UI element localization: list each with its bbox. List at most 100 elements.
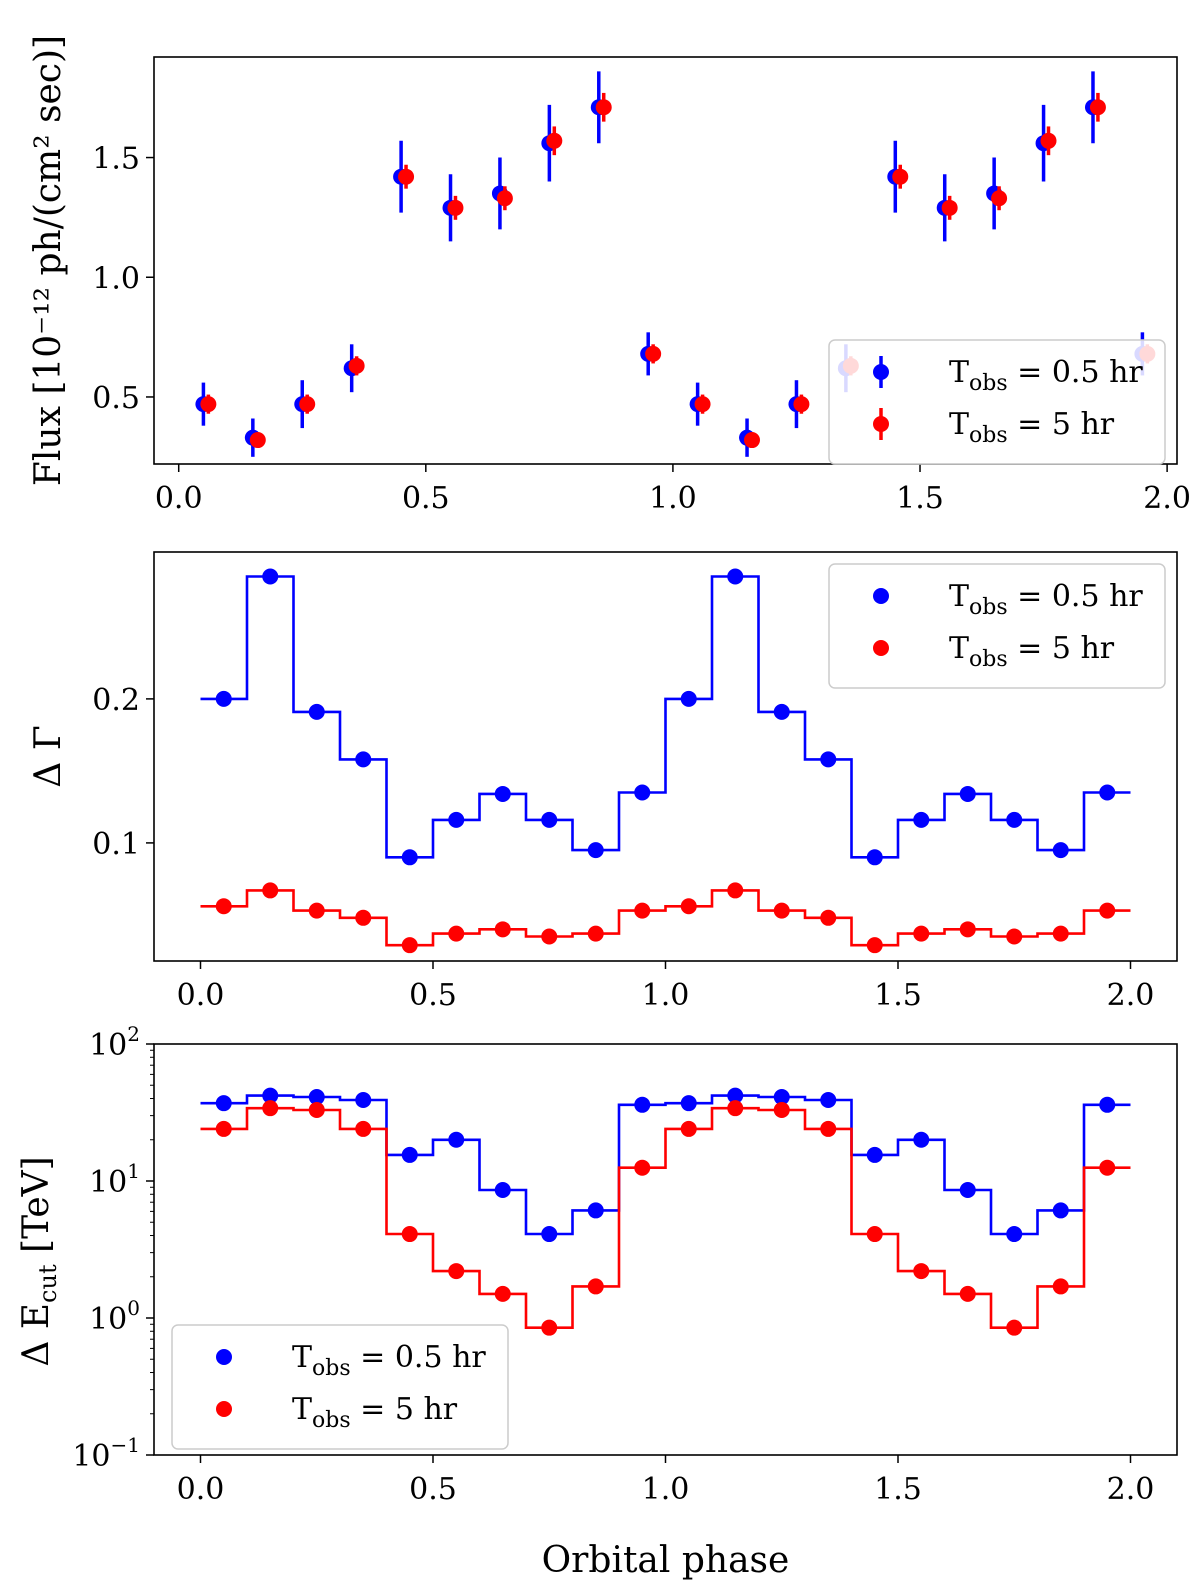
data-point: [1006, 811, 1023, 828]
legend-marker: [873, 640, 889, 656]
data-point: [866, 1226, 883, 1243]
data-point: [743, 432, 760, 449]
data-point: [308, 902, 325, 919]
data-point: [634, 1159, 651, 1176]
data-point: [355, 751, 372, 768]
legend-label: Tobs = 5 hr: [292, 1392, 458, 1433]
data-point: [401, 1226, 418, 1243]
data-point: [1006, 928, 1023, 945]
data-point: [959, 921, 976, 938]
data-point: [773, 1089, 790, 1106]
y-axis-label: Flux [10⁻¹² ph/(cm² sec)]: [28, 35, 69, 486]
x-tick-label: 0.0: [177, 1472, 225, 1507]
data-point: [215, 690, 232, 707]
x-tick-label: 0.5: [409, 1472, 457, 1507]
data-point: [587, 842, 604, 859]
x-tick-label: 2.0: [1107, 1472, 1155, 1507]
data-point: [680, 690, 697, 707]
y-tick-label: 0.1: [92, 827, 140, 862]
data-point: [546, 132, 563, 149]
data-point: [448, 925, 465, 942]
x-tick-label: 0.5: [402, 481, 450, 516]
legend-box: [171, 1324, 509, 1450]
data-point: [773, 902, 790, 919]
data-point: [355, 1092, 372, 1109]
x-tick-label: 0.0: [177, 978, 225, 1013]
data-point: [447, 199, 464, 216]
legend: Tobs = 0.5 hr Tobs = 5 hr: [828, 339, 1166, 465]
legend-label: Tobs = 0.5 hr: [949, 355, 1143, 396]
flux-panel: 0.0 0.5 1.0 1.5 2.0 0.5 1.0 1.5 Flux [10⁻¹² ph/(…: [28, 35, 1191, 516]
data-point: [727, 1087, 744, 1104]
ecut-panel: 0.0 0.5 1.0 1.5 2.0 10−1 100 101 102 Δ Ecut [TeV]…: [16, 1022, 1178, 1581]
y-axis-label: Δ Ecut [TeV]: [16, 1156, 62, 1366]
data-point: [587, 1202, 604, 1219]
data-point: [494, 1285, 511, 1302]
data-point: [793, 396, 810, 413]
data-point: [727, 568, 744, 585]
data-point: [773, 1101, 790, 1118]
x-tick-label: 1.0: [642, 978, 690, 1013]
data-point: [215, 898, 232, 915]
data-point: [355, 1120, 372, 1137]
data-point: [448, 811, 465, 828]
legend-box: [828, 563, 1166, 689]
series-long-exposure: [200, 92, 1156, 449]
legend-marker: [873, 588, 889, 604]
data-point: [913, 811, 930, 828]
legend-marker: [873, 416, 889, 432]
data-point: [595, 99, 612, 116]
data-point: [645, 345, 662, 362]
data-point: [1099, 902, 1116, 919]
data-point: [541, 928, 558, 945]
data-point: [913, 925, 930, 942]
data-point: [587, 1278, 604, 1295]
data-point: [866, 937, 883, 954]
data-point: [959, 1181, 976, 1198]
data-point: [941, 199, 958, 216]
data-point: [727, 1100, 744, 1117]
data-point: [494, 785, 511, 802]
data-point: [820, 751, 837, 768]
data-point: [448, 1263, 465, 1280]
series-long-exposure: [200, 1100, 1131, 1336]
data-point: [1052, 1278, 1069, 1295]
x-tick-label: 1.5: [896, 481, 944, 516]
data-point: [348, 357, 365, 374]
data-point: [820, 1092, 837, 1109]
y-tick-label: 0.5: [92, 381, 140, 416]
data-point: [820, 909, 837, 926]
y-tick-label: 101: [89, 1159, 140, 1200]
y-axis-label: Δ Γ: [28, 725, 69, 787]
legend-label: Tobs = 0.5 hr: [949, 579, 1143, 620]
data-point: [1040, 132, 1057, 149]
data-point: [541, 811, 558, 828]
data-point: [215, 1120, 232, 1137]
data-point: [959, 785, 976, 802]
x-axis-label: Orbital phase: [542, 1540, 790, 1581]
data-point: [249, 432, 266, 449]
data-point: [1099, 1159, 1116, 1176]
legend-box: [828, 339, 1166, 465]
data-point: [680, 1120, 697, 1137]
data-point: [398, 168, 415, 185]
y-tick-label: 10−1: [72, 1433, 140, 1474]
data-point: [991, 190, 1008, 207]
data-point: [1006, 1226, 1023, 1243]
data-point: [680, 898, 697, 915]
step-line: [200, 889, 1131, 947]
data-point: [262, 568, 279, 585]
data-point: [959, 1285, 976, 1302]
legend-label: Tobs = 5 hr: [949, 407, 1115, 448]
data-point: [215, 1095, 232, 1112]
data-point: [1099, 1096, 1116, 1113]
data-point: [1099, 784, 1116, 801]
data-point: [634, 902, 651, 919]
x-tick-label: 1.5: [874, 978, 922, 1013]
data-point: [401, 937, 418, 954]
x-tick-label: 1.0: [642, 1472, 690, 1507]
plot-frame: [153, 56, 1178, 465]
y-tick-label: 1.5: [92, 142, 140, 177]
y-tick-label: 100: [89, 1296, 140, 1337]
